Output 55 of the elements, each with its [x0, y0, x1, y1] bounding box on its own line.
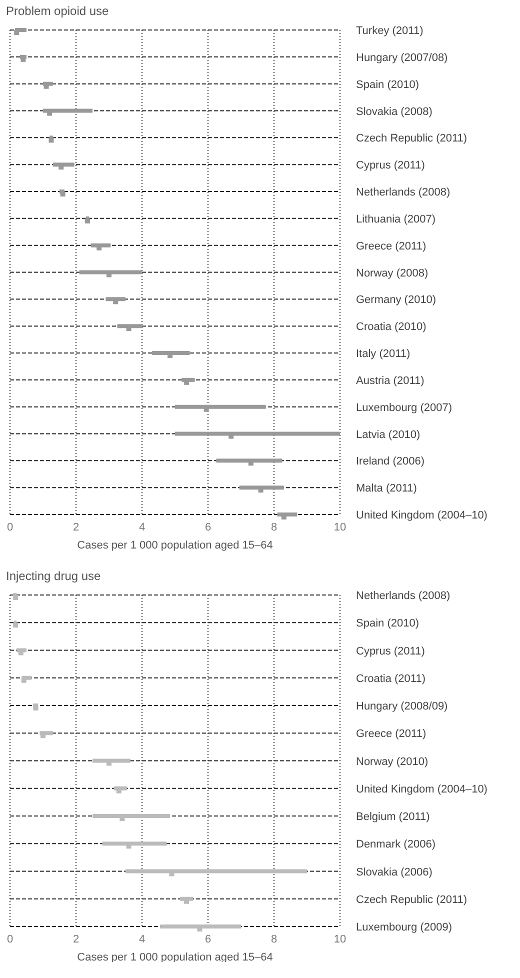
y-tick-label: Czech Republic (2011)	[356, 132, 468, 145]
x-tick-label: 0	[6, 932, 14, 945]
y-tick-label: Ireland (2006)	[356, 456, 424, 468]
y-tick-label: Denmark (2006)	[356, 838, 436, 850]
chart-title: Problem opioid use	[5, 3, 110, 20]
point	[33, 705, 38, 710]
y-tick-label: Germany (2010)	[356, 294, 436, 306]
y-tick-label: Italy (2011)	[356, 348, 410, 360]
y-tick-label: Hungary (2008/09)	[356, 700, 448, 712]
y-tick-label: Luxembourg (2007)	[356, 402, 452, 414]
y-tick-label: Luxembourg (2009)	[356, 921, 452, 933]
y-tick-label: Latvia (2010)	[356, 428, 420, 441]
point	[85, 218, 90, 224]
y-tick-label: Norway (2008)	[356, 267, 428, 280]
chart-title: Injecting drug use	[5, 568, 102, 584]
x-tick-label: 10	[334, 932, 346, 945]
x-axis-title: Cases per 1 000 population aged 15–64	[77, 540, 273, 552]
point	[48, 138, 54, 143]
point	[60, 192, 66, 196]
x-tick-label: 2	[72, 521, 80, 534]
y-tick-label: United Kingdom (2004–10)	[356, 510, 488, 522]
y-tick-label: Croatia (2011)	[356, 672, 426, 684]
y-tick-label: Croatia (2010)	[356, 321, 426, 334]
x-tick-label: 6	[204, 932, 212, 945]
y-tick-label: Turkey (2011)	[356, 25, 424, 37]
y-tick-label: United Kingdom (2004–10)	[356, 782, 488, 795]
y-tick-label: Slovakia (2008)	[356, 106, 432, 118]
y-tick-label: Czech Republic (2011)	[356, 893, 468, 906]
x-axis-title: Cases per 1 000 population aged 15–64	[77, 951, 273, 963]
y-tick-label: Cyprus (2011)	[356, 160, 425, 172]
y-tick-label: Belgium (2011)	[356, 810, 430, 822]
y-tick-label: Cyprus (2011)	[356, 644, 425, 657]
point	[13, 594, 18, 600]
y-tick-label: Slovakia (2006)	[356, 866, 432, 878]
x-tick-label: 6	[204, 521, 212, 534]
y-tick-label: Netherlands (2008)	[356, 186, 450, 198]
x-tick-label: 4	[138, 521, 146, 534]
x-tick-label: 10	[334, 521, 346, 534]
y-tick-label: Spain (2010)	[356, 78, 419, 91]
x-tick-label: 0	[6, 521, 14, 534]
x-tick-label: 2	[72, 932, 80, 945]
y-tick-label: Greece (2011)	[356, 728, 426, 740]
y-tick-label: Austria (2011)	[356, 374, 424, 387]
y-tick-label: Norway (2010)	[356, 755, 428, 768]
x-tick-label: 4	[138, 932, 146, 945]
y-tick-label: Greece (2011)	[356, 240, 426, 252]
x-tick-label: 8	[270, 932, 278, 945]
y-tick-label: Malta (2011)	[356, 482, 417, 495]
x-tick-label: 8	[270, 521, 278, 534]
y-tick-label: Spain (2010)	[356, 617, 419, 630]
point	[13, 622, 18, 628]
y-tick-label: Hungary (2007/08)	[356, 52, 448, 64]
y-tick-label: Netherlands (2008)	[356, 590, 450, 602]
point	[14, 30, 20, 35]
y-tick-label: Lithuania (2007)	[356, 213, 436, 226]
